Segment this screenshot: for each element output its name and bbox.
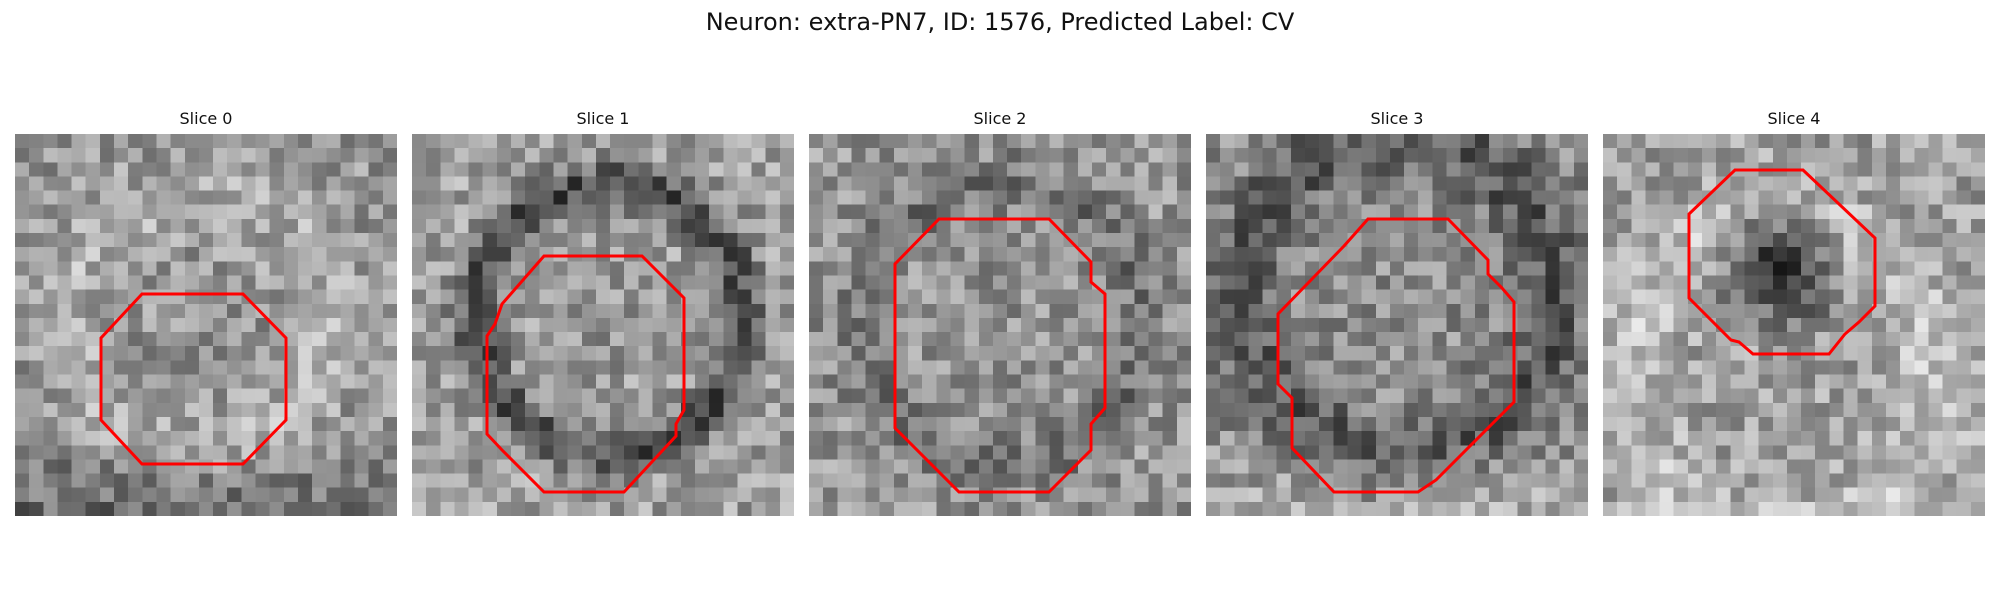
slice-panel-0: Slice 0 <box>15 106 397 516</box>
slice-title-0: Slice 0 <box>179 109 233 128</box>
slice-image-1 <box>412 134 794 516</box>
slice-grayscale-4 <box>1603 134 1985 516</box>
slice-title-4: Slice 4 <box>1767 109 1821 128</box>
slice-title-1: Slice 1 <box>576 109 630 128</box>
roi-contour-3 <box>1276 217 1516 494</box>
slice-image-3 <box>1206 134 1588 516</box>
slice-image-0 <box>15 134 397 516</box>
slice-image-2 <box>809 134 1191 516</box>
slice-grayscale-3 <box>1206 134 1588 516</box>
roi-contour-2 <box>893 217 1107 494</box>
slice-image-4 <box>1603 134 1985 516</box>
roi-contour-0 <box>99 292 288 466</box>
roi-contour-1 <box>485 254 686 494</box>
slice-panel-4: Slice 4 <box>1603 106 1985 516</box>
slice-panel-2: Slice 2 <box>809 106 1191 516</box>
slice-grayscale-0 <box>15 134 397 516</box>
slice-grayscale-1 <box>412 134 794 516</box>
slice-grayscale-2 <box>809 134 1191 516</box>
figure-title: Neuron: extra-PN7, ID: 1576, Predicted L… <box>705 8 1295 36</box>
slice-title-3: Slice 3 <box>1370 109 1424 128</box>
slice-panel-3: Slice 3 <box>1206 106 1588 516</box>
slice-panel-1: Slice 1 <box>412 106 794 516</box>
slice-title-2: Slice 2 <box>973 109 1027 128</box>
roi-contour-4 <box>1687 168 1877 356</box>
